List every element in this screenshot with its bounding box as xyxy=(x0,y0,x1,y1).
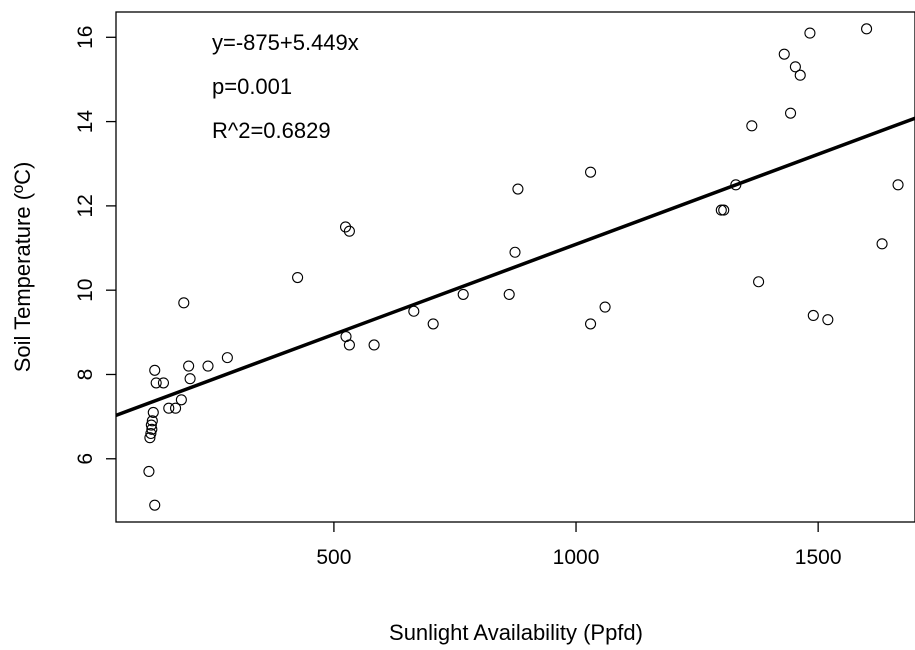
y-tick-label: 16 xyxy=(74,26,97,49)
x-axis: 500 1000 1500 xyxy=(316,522,842,569)
y-tick-label: 12 xyxy=(74,194,97,217)
data-point xyxy=(144,432,156,444)
data-point xyxy=(145,419,157,431)
data-point xyxy=(145,427,157,440)
trendline-layer xyxy=(115,116,915,418)
y-axis: 6 8 10 12 14 16 xyxy=(74,26,116,465)
x-axis-label: Sunlight Availability (Ppfd) xyxy=(389,620,643,645)
data-point xyxy=(715,204,727,216)
data-point xyxy=(149,499,161,511)
data-point xyxy=(339,221,352,233)
data-point xyxy=(794,69,806,81)
y-tick-label: 10 xyxy=(74,279,97,302)
x-tick-label: 1000 xyxy=(553,546,600,569)
data-point xyxy=(183,360,195,372)
data-point xyxy=(512,183,524,195)
data-point xyxy=(163,402,175,414)
data-point xyxy=(861,23,873,35)
data-point xyxy=(157,377,170,389)
data-point xyxy=(150,377,162,389)
regression-line xyxy=(115,116,915,418)
y-tick-label: 14 xyxy=(74,110,97,134)
data-point xyxy=(753,276,765,288)
x-tick-label: 500 xyxy=(316,546,351,569)
data-point xyxy=(146,415,158,427)
data-point xyxy=(343,225,355,237)
data-points xyxy=(143,23,904,511)
data-point xyxy=(221,352,233,364)
data-point xyxy=(804,27,816,39)
data-point xyxy=(147,406,159,418)
data-point xyxy=(784,107,797,119)
regression-annotation: R^2=0.6829 xyxy=(212,118,331,143)
data-point xyxy=(822,314,834,326)
data-point xyxy=(807,309,819,322)
data-point xyxy=(585,166,597,178)
data-point xyxy=(503,288,515,300)
plot-frame xyxy=(115,11,915,523)
data-point xyxy=(778,48,790,60)
data-point xyxy=(718,204,730,216)
data-point xyxy=(746,120,758,132)
data-point xyxy=(146,423,158,435)
x-tick-label: 1500 xyxy=(795,546,842,569)
data-point xyxy=(789,61,801,73)
data-point xyxy=(509,246,521,258)
y-tick-label: 6 xyxy=(74,453,97,465)
data-point xyxy=(599,301,611,313)
data-point xyxy=(170,402,182,414)
y-axis-label: Soil Temperature (ºC) xyxy=(10,162,35,373)
data-point xyxy=(175,394,187,406)
y-tick-label: 8 xyxy=(74,369,97,381)
annotations: y=-875+5.449x p=0.001 R^2=0.6829 xyxy=(212,30,359,143)
data-point xyxy=(457,288,469,300)
data-point xyxy=(892,179,904,191)
data-point xyxy=(149,364,161,376)
data-point xyxy=(143,465,155,477)
data-point xyxy=(202,360,214,372)
regression-annotation: y=-875+5.449x xyxy=(212,30,359,55)
regression-annotation: p=0.001 xyxy=(212,74,292,99)
data-point xyxy=(343,339,355,351)
data-point xyxy=(585,318,597,330)
data-point xyxy=(184,373,196,385)
data-point xyxy=(427,318,439,330)
data-point xyxy=(368,339,380,351)
data-point xyxy=(876,238,888,250)
data-point xyxy=(178,297,190,309)
data-point xyxy=(292,271,304,284)
